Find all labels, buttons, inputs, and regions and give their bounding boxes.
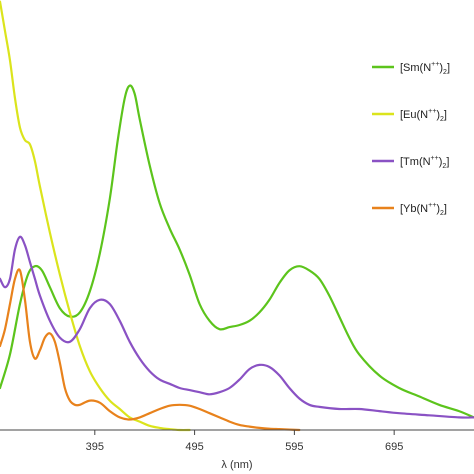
legend-label: [Tm(N++)2] <box>400 155 449 170</box>
x-tick-label: 595 <box>285 441 303 453</box>
legend-label: [Sm(N++)2] <box>400 61 450 76</box>
series-layer <box>0 0 474 432</box>
legend: [Sm(N++)2] [Eu(N++)2] [Tm(N++)2] [Yb(N++)2] <box>372 61 450 217</box>
x-tick-label: 695 <box>385 441 403 453</box>
legend-item: [Eu(N++)2] <box>372 108 447 123</box>
legend-label: [Eu(N++)2] <box>400 108 447 123</box>
series-line-3 <box>0 268 301 432</box>
series-line-1 <box>0 0 191 432</box>
legend-item: [Sm(N++)2] <box>372 61 450 76</box>
legend-item: [Tm(N++)2] <box>372 155 449 170</box>
series-line-0 <box>0 84 474 419</box>
x-axis-ticks: 395 495 595 695 <box>86 430 403 453</box>
series-line-2 <box>0 235 474 419</box>
legend-label: [Yb(N++)2] <box>400 202 447 217</box>
x-tick-label: 395 <box>86 441 104 453</box>
x-tick-label: 495 <box>185 441 203 453</box>
legend-item: [Yb(N++)2] <box>372 202 447 217</box>
x-axis-title: λ (nm) <box>221 459 252 471</box>
